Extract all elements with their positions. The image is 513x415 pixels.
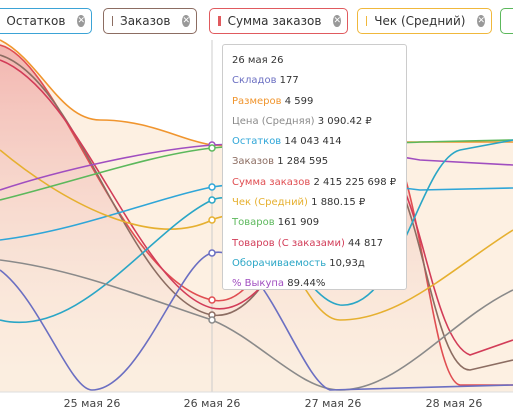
tooltip-label: Заказов: [232, 156, 275, 168]
legend-chip[interactable]: Сумма заказов ✕: [209, 8, 348, 34]
tooltip-value: 161 909: [277, 217, 320, 229]
legend-swatch: [112, 16, 113, 26]
marker: [208, 183, 216, 191]
line: [0, 259, 513, 391]
tooltip-row: Чек (Средний) 1 880.15 ₽: [232, 193, 397, 213]
tooltip-row: Складов 177: [232, 71, 397, 91]
tooltip: 26 мая 26 Складов 177 Размеров 4 599 Цена …: [222, 44, 407, 290]
legend-label: Сумма заказов: [227, 14, 322, 28]
tooltip-row: Размеров 4 599: [232, 92, 397, 112]
tooltip-label: Цена (Средняя): [232, 115, 315, 127]
x-tick-label: 27 мая 26: [304, 397, 362, 410]
tooltip-label: Чек (Средний): [232, 197, 308, 209]
marker: [208, 249, 216, 257]
x-tick-label: 26 мая 26: [183, 397, 241, 410]
legend-label: Чек (Средний): [374, 14, 466, 28]
tooltip-row: Остатков 14 043 414: [232, 132, 397, 152]
tooltip-row: % Выкупа 89.44%: [232, 274, 397, 294]
tooltip-value: 2 415 225 698 ₽: [313, 176, 397, 188]
legend-close[interactable]: ✕: [477, 15, 485, 27]
legend-close[interactable]: ✕: [333, 15, 341, 27]
tooltip-value: 14 043 414: [284, 136, 342, 148]
legend-label: Остатков: [6, 14, 66, 28]
x-tick-label: 25 мая 26: [63, 397, 121, 410]
tooltip-value: 4 599: [284, 95, 314, 107]
legend-swatch: [218, 16, 221, 26]
tooltip-row: Цена (Средняя) 3 090.42 ₽: [232, 112, 397, 132]
legend-close[interactable]: ✕: [77, 15, 85, 27]
legend-close[interactable]: ✕: [182, 15, 190, 27]
marker: [208, 296, 216, 304]
tooltip-row: Сумма заказов 2 415 225 698 ₽: [232, 173, 397, 193]
line: [0, 251, 513, 391]
tooltip-label: Сумма заказов: [232, 176, 311, 188]
tooltip-row: Товаров (С заказами) 44 817: [232, 234, 397, 254]
markers: [208, 141, 216, 324]
x-tick-label: 28 мая 26: [425, 397, 483, 410]
tooltip-row: Заказов 1 284 595: [232, 152, 397, 172]
tooltip-label: Размеров: [232, 95, 282, 107]
legend-chip[interactable]: Чек (Средний) ✕: [357, 8, 492, 34]
legend-label: Заказов: [120, 14, 171, 28]
legend-chip[interactable]: [500, 8, 513, 34]
legend-swatch: [366, 16, 368, 26]
tooltip-label: Товаров: [232, 217, 275, 229]
tooltip-row: Товаров 161 909: [232, 213, 397, 233]
tooltip-label: Остатков: [232, 136, 282, 148]
tooltip-row: Оборачиваемость 10,93д: [232, 254, 397, 274]
tooltip-label: Товаров (С заказами): [232, 237, 345, 249]
legend-chip[interactable]: Заказов ✕: [103, 8, 197, 34]
tooltip-label: Оборачиваемость: [232, 257, 327, 269]
marker: [208, 316, 216, 324]
marker: [208, 144, 216, 152]
tooltip-value: 3 090.42 ₽: [317, 115, 372, 127]
tooltip-value: 10,93д: [329, 257, 365, 269]
area: [0, 45, 513, 392]
legend-chip[interactable]: Остатков ✕: [0, 8, 92, 34]
tooltip-label: Складов: [232, 75, 277, 87]
tooltip-label: % Выкупа: [232, 278, 285, 290]
tooltip-value: 1 880.15 ₽: [311, 197, 366, 209]
tooltip-value: 44 817: [348, 237, 384, 249]
tooltip-value: 89.44%: [287, 278, 326, 290]
tooltip-value: 1 284 595: [277, 156, 329, 168]
tooltip-value: 177: [279, 75, 299, 87]
marker: [208, 196, 216, 204]
marker: [208, 216, 216, 224]
tooltip-title: 26 мая 26: [232, 55, 284, 66]
